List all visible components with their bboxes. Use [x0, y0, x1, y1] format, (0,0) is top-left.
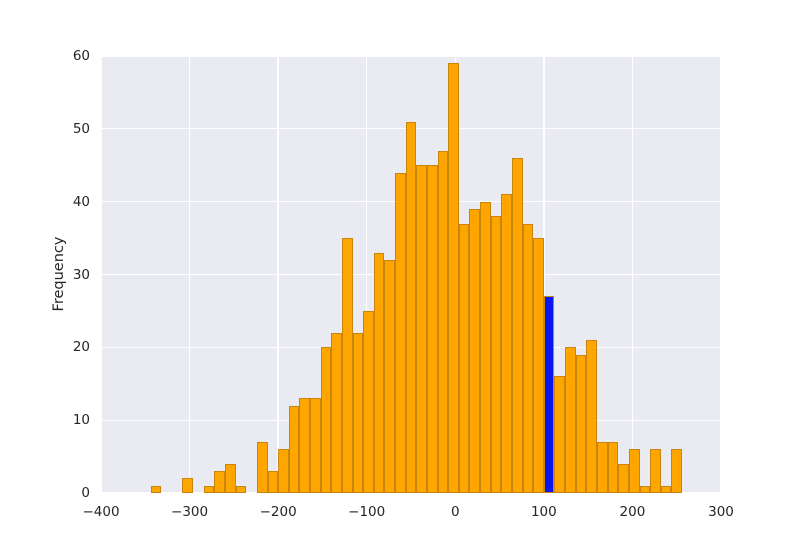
- histogram-bar: [416, 165, 427, 493]
- x-tick-label: 300: [708, 504, 734, 520]
- histogram-bar: [565, 347, 576, 493]
- x-tick-label: −300: [171, 504, 209, 520]
- histogram-bar: [182, 478, 194, 493]
- histogram-bar: [437, 150, 449, 493]
- x-tick-label: 100: [530, 504, 557, 520]
- histogram-bar: [480, 201, 491, 493]
- histogram-bar: [511, 157, 523, 493]
- histogram-bar: [278, 449, 289, 493]
- histogram-bar: [203, 485, 215, 493]
- y-tick-label: 0: [81, 485, 90, 501]
- histogram-bar: [395, 172, 406, 493]
- x-tick-label: −400: [82, 504, 120, 520]
- plot-area: [101, 56, 721, 493]
- x-tick-label: 0: [450, 504, 460, 520]
- histogram-bar: [363, 310, 374, 493]
- histogram-bar: [618, 463, 629, 493]
- y-tick-label: 50: [72, 120, 90, 137]
- y-tick-label: 60: [72, 48, 90, 64]
- histogram-bar: [490, 216, 502, 493]
- histogram-bar: [501, 194, 512, 493]
- histogram-bar: [299, 398, 311, 493]
- y-tick-label: 10: [72, 412, 90, 429]
- histogram-bar: [671, 449, 683, 493]
- x-tick-label: −100: [348, 504, 386, 520]
- y-tick-label: 40: [72, 193, 90, 210]
- histogram-bar: [660, 485, 672, 493]
- histogram-bar: [267, 471, 279, 493]
- histogram-bar: [554, 376, 566, 493]
- histogram-bar: [384, 259, 396, 493]
- histogram-bar: [597, 442, 608, 493]
- y-tick-label: 20: [72, 339, 90, 356]
- histogram-bar: [288, 405, 300, 493]
- histogram-bar: [586, 340, 597, 493]
- histogram-bar: [607, 442, 619, 493]
- histogram-bar: [458, 223, 470, 493]
- histogram-bar: [225, 463, 236, 493]
- histogram-bar: [373, 252, 385, 493]
- histogram-bar: [331, 332, 342, 493]
- histogram-bar: [150, 485, 162, 493]
- histogram-bar: [320, 347, 332, 493]
- histogram-bar: [214, 471, 225, 493]
- highlighted-bar: [543, 296, 555, 493]
- y-tick-label: 30: [72, 266, 90, 283]
- gridline-y: [101, 56, 721, 57]
- histogram-bar: [575, 354, 587, 493]
- histogram-bar: [310, 398, 321, 493]
- histogram-bar: [639, 485, 651, 493]
- x-tick-label: 200: [619, 504, 646, 520]
- histogram-bar: [405, 121, 417, 493]
- histogram-bar: [628, 449, 640, 493]
- histogram-bar: [426, 165, 438, 493]
- x-tick-label: −200: [259, 504, 297, 520]
- histogram-bar: [235, 485, 247, 493]
- histogram-bar: [533, 238, 544, 493]
- histogram-bar: [522, 223, 534, 493]
- histogram-bar: [650, 449, 661, 493]
- histogram-bar: [341, 238, 353, 493]
- histogram-bar: [352, 332, 364, 493]
- histogram-bar: [469, 208, 481, 493]
- histogram-bar: [256, 442, 268, 493]
- histogram-bar: [448, 63, 459, 493]
